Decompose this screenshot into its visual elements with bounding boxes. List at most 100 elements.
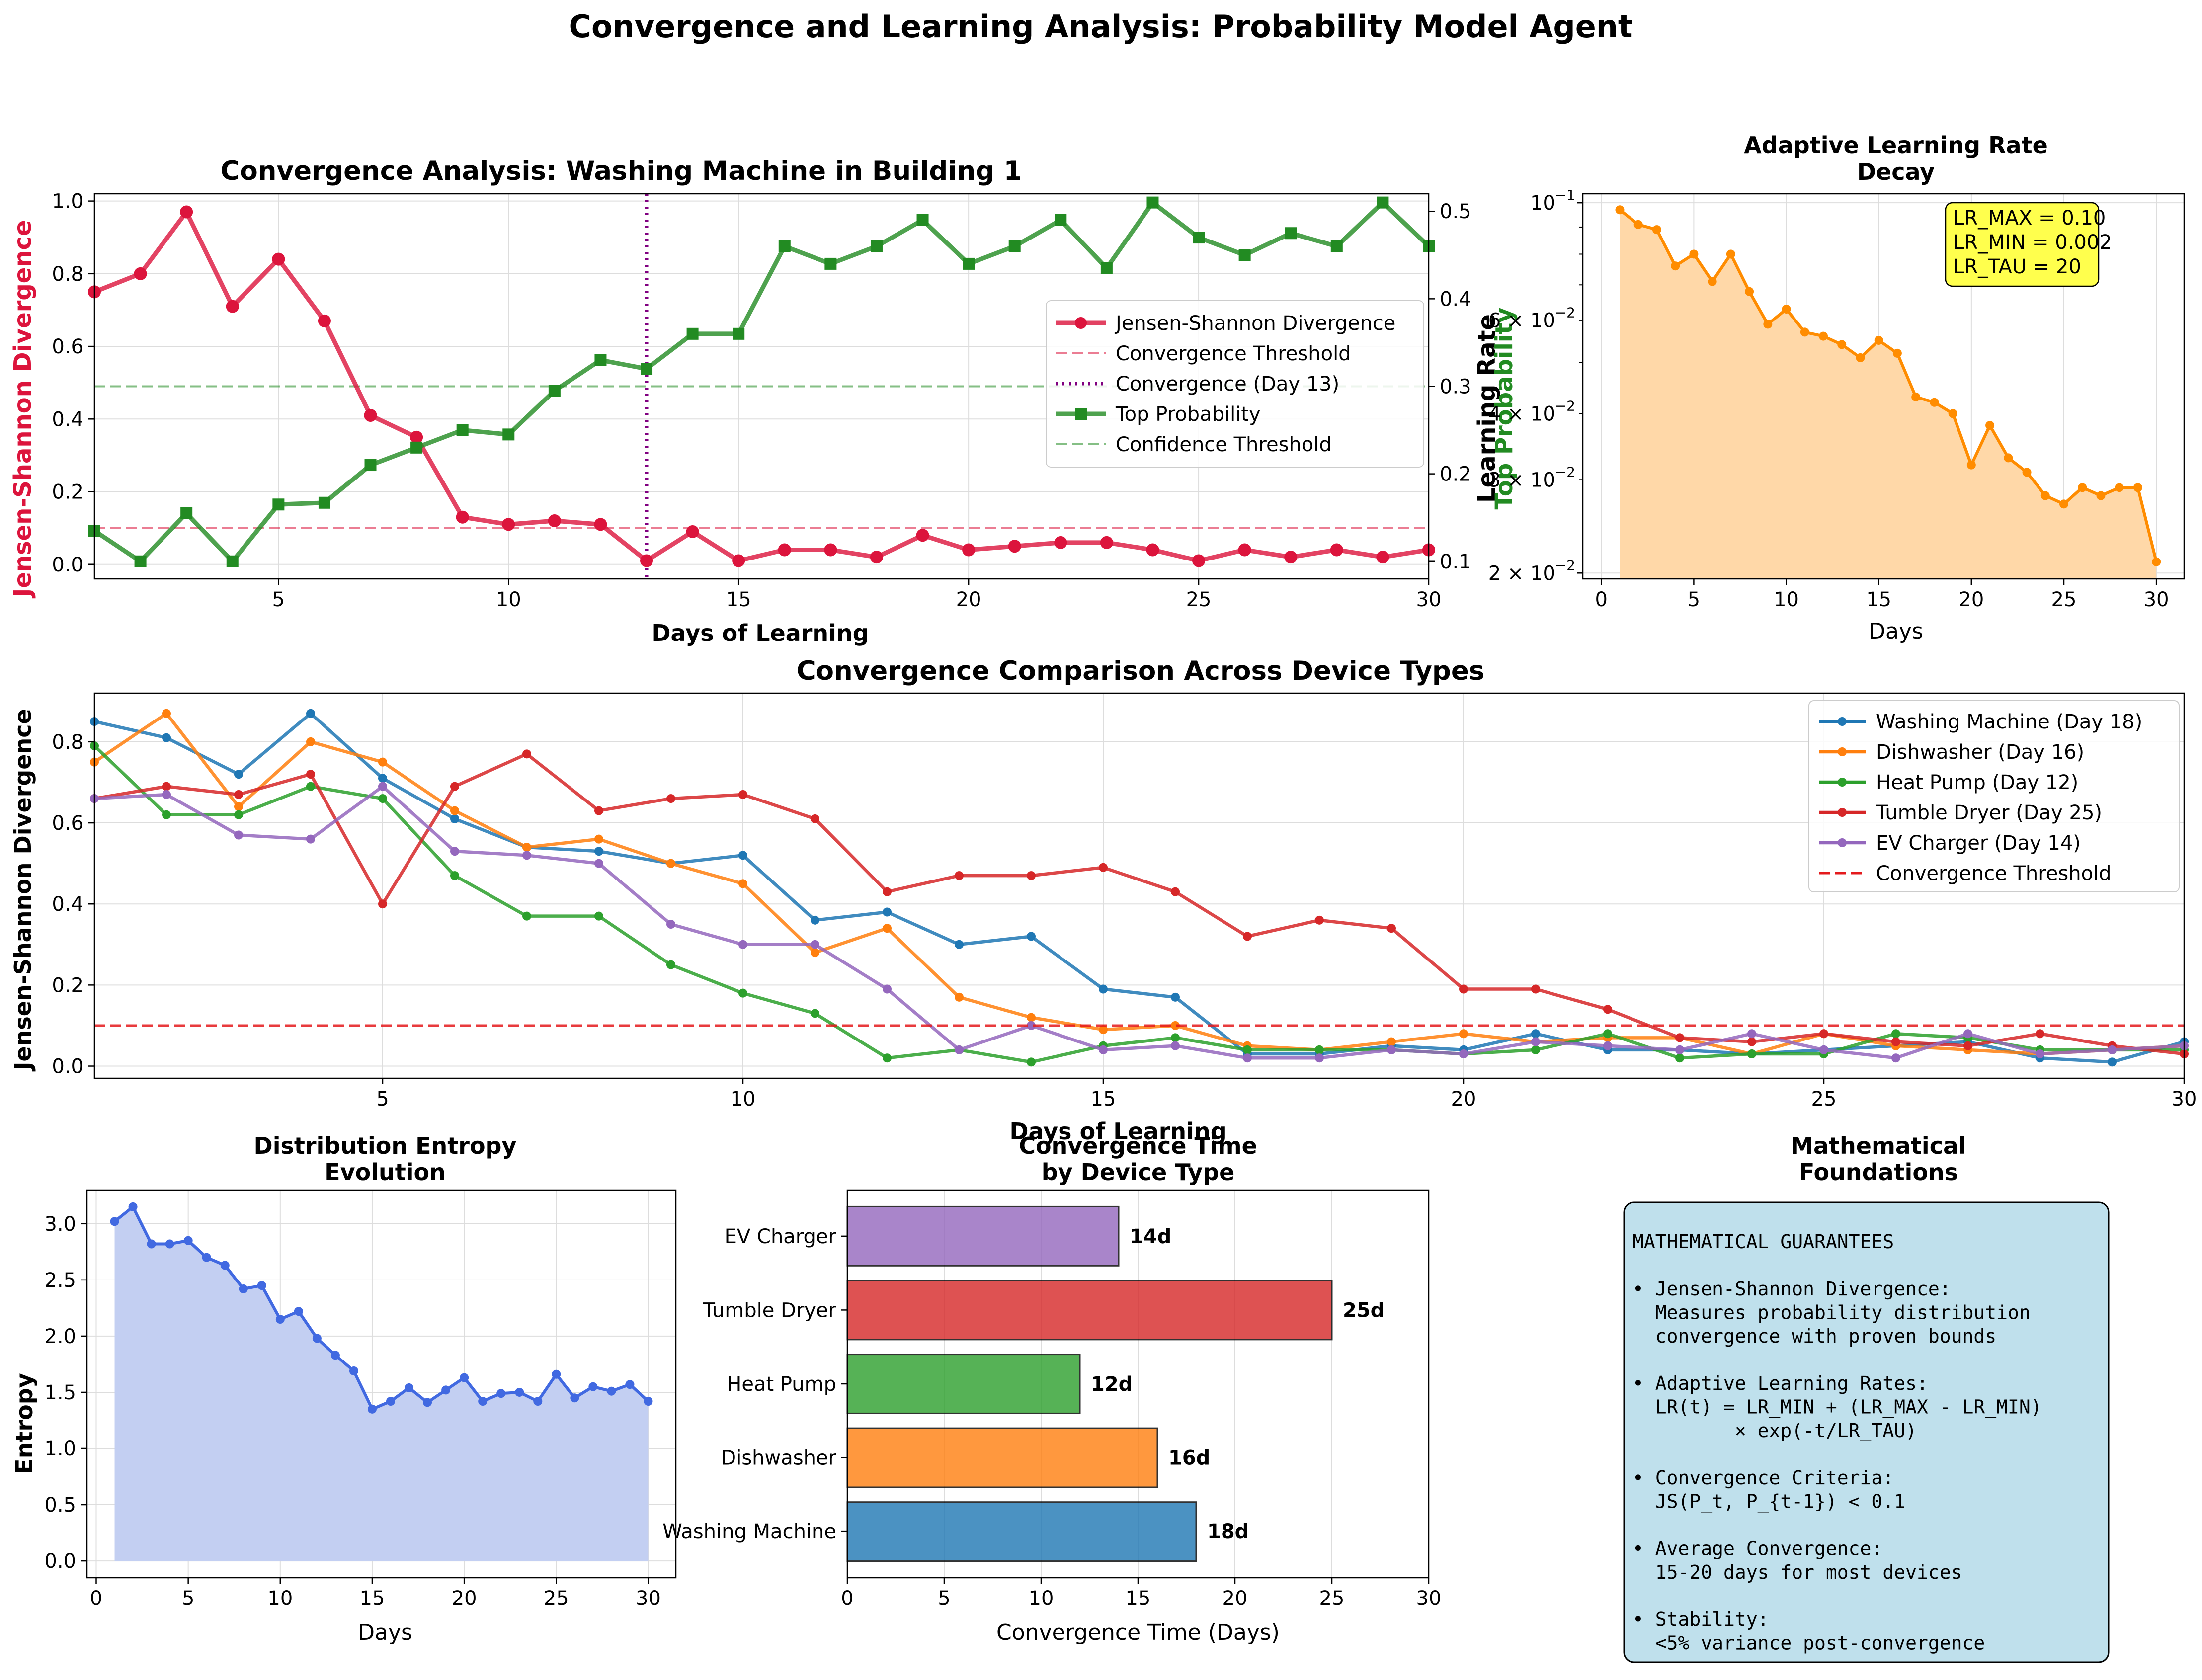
learning-rate-point: [1745, 287, 1754, 296]
comparison-x-label: Days of Learning: [1009, 1118, 1226, 1145]
js-point: [1146, 543, 1159, 557]
series-point-ev: [1747, 1029, 1756, 1039]
series-point-td: [955, 871, 964, 880]
series-point-hp: [378, 794, 387, 803]
entropy-point: [607, 1386, 616, 1396]
learning-rate-point: [1782, 305, 1791, 314]
y-tick-label: 0.0: [52, 1055, 83, 1078]
series-point-ev: [1459, 1049, 1468, 1059]
y-tick-label: 0.2: [52, 974, 83, 997]
entropy-point: [570, 1393, 579, 1403]
series-point-ev: [234, 830, 243, 840]
x-tick-label: 20: [1958, 588, 1984, 611]
learning-rate-point: [1633, 220, 1643, 229]
math-line: <5% variance post-convergence: [1632, 1632, 1985, 1654]
top-probability-point: [226, 555, 239, 567]
conv-time-marks: 18d 16d 12d 25d 14d: [846, 1205, 1385, 1562]
x-tick-label: 25: [544, 1587, 569, 1610]
js-point: [732, 554, 745, 567]
legend-label: EV Charger (Day 14): [1876, 832, 2081, 855]
series-point-hp: [1171, 1033, 1180, 1042]
series-point-ev: [2036, 1049, 2044, 1059]
series-point-ev: [1963, 1029, 1972, 1039]
series-point-ev: [522, 851, 531, 860]
series-point-wm: [1171, 992, 1180, 1002]
math-line: 15-20 days for most devices: [1632, 1561, 1962, 1583]
convergence-x-label: Days of Learning: [652, 620, 869, 646]
math-title-line-1: Mathematical: [1791, 1132, 1966, 1159]
series-point-dw: [1171, 1021, 1180, 1030]
y-tick-label: 3.0: [44, 1213, 76, 1236]
series-point-td: [738, 790, 747, 799]
y-right-tick-label: 0.1: [1440, 551, 1471, 573]
learning-rate-chart: Adaptive Learning Rate Decay 0 5 10 15 20 25 3…: [1488, 132, 2185, 644]
series-point-hp: [1747, 1049, 1756, 1059]
js-point: [502, 518, 515, 531]
category-label: Washing Machine: [662, 1520, 836, 1543]
series-point-wm: [883, 907, 892, 917]
series-point-td: [1243, 932, 1252, 941]
series-point-td: [306, 770, 315, 779]
learning-rate-plot-frame: [1582, 193, 2185, 580]
bar-data-label: 14d: [1130, 1225, 1171, 1248]
series-point-td: [1531, 984, 1540, 994]
top-probability-point: [1008, 240, 1021, 252]
learning-rate-point: [1985, 421, 1995, 430]
series-point-hp: [306, 782, 315, 791]
series-point-td: [666, 794, 675, 803]
series-point-ev: [594, 859, 603, 868]
top-probability-point: [686, 327, 699, 340]
y-tick-label: 0.2: [52, 481, 83, 504]
series-point-td: [234, 790, 243, 799]
y-tick-exponent: −1: [1555, 187, 1575, 203]
entropy-point: [441, 1385, 451, 1395]
y-tick-label: 6 × 10: [1488, 310, 1555, 332]
lr-annotation-line-1: LR_MAX = 0.10: [1953, 207, 2106, 230]
x-tick-label: 5: [182, 1587, 194, 1610]
y-right-tick-label: 0.5: [1440, 200, 1471, 223]
x-tick-label: 25: [1319, 1587, 1345, 1610]
top-probability-line: [93, 200, 1431, 564]
y-tick-label: 0.0: [44, 1550, 76, 1573]
top-probability-point: [916, 214, 929, 226]
entropy-point: [533, 1397, 543, 1406]
comparison-plot-frame: [93, 692, 2185, 1079]
y-tick-label: 10: [1530, 192, 1555, 215]
series-point-td: [1171, 887, 1180, 896]
series-point-wm: [1099, 984, 1108, 994]
series-point-ev: [378, 782, 387, 791]
series-point-wm: [378, 774, 387, 783]
y-tick-label: 0.4: [52, 408, 83, 431]
js-divergence-line: [93, 210, 1429, 563]
y-tick-label: 0.6: [52, 812, 83, 835]
series-point-dw: [306, 737, 315, 746]
learning-rate-point: [1948, 409, 1957, 418]
entropy-plot-frame: [86, 1189, 677, 1579]
learning-rate-point: [2022, 468, 2032, 477]
top-probability-point: [1193, 232, 1205, 244]
y-tick-label: 3 × 10: [1488, 469, 1555, 492]
series-point-hp: [1027, 1057, 1036, 1067]
device-comparison-chart: Convergence Comparison Across Device Typ…: [9, 656, 2197, 1145]
series-point-ev: [1387, 1045, 1396, 1054]
legend-box: [1808, 700, 2180, 892]
legend-label: Tumble Dryer (Day 25): [1876, 801, 2102, 824]
legend-marker: [1838, 747, 1847, 756]
top-probability-point: [548, 385, 561, 397]
learning-rate-point: [1800, 327, 1809, 337]
y-tick-label: 1.0: [52, 190, 83, 213]
category-label: Dishwasher: [721, 1447, 836, 1470]
learning-rate-title-line-2: Decay: [1857, 159, 1935, 185]
top-probability-point: [963, 257, 975, 270]
math-title-line-2: Foundations: [1799, 1159, 1958, 1186]
learning-rate-point: [2152, 557, 2161, 566]
series-point-ev: [1171, 1041, 1180, 1050]
series-point-dw: [378, 757, 387, 767]
math-line: × exp(-t/LR_TAU): [1632, 1420, 1917, 1442]
top-probability-point: [1330, 240, 1343, 252]
x-tick-label: 5: [376, 1088, 389, 1111]
top-probability-point: [641, 363, 653, 375]
js-point: [226, 300, 239, 313]
y-tick-label: 0.8: [52, 731, 83, 754]
